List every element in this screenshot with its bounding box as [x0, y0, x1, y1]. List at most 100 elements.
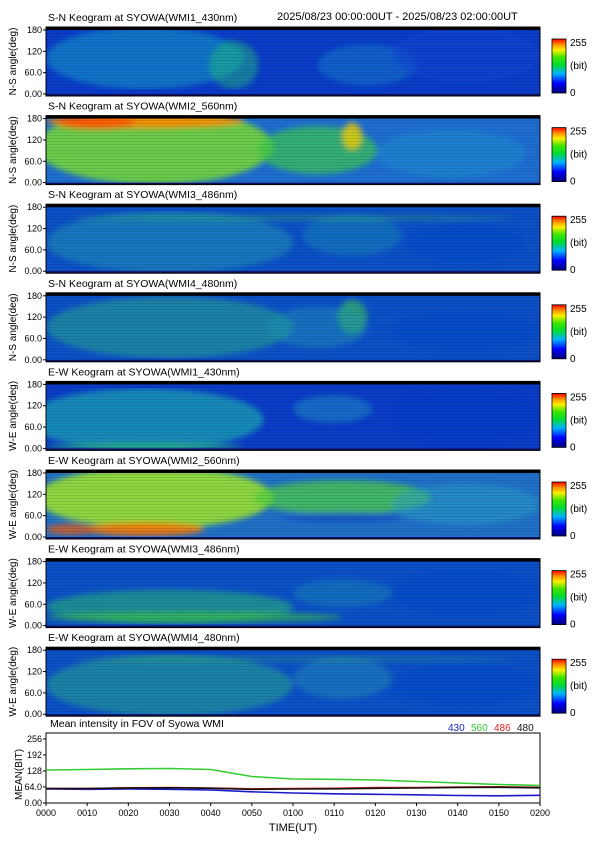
y-tick-label: 60.0: [24, 333, 42, 343]
y-tick-label: 120: [27, 401, 42, 411]
colorbar-unit: (bit): [570, 61, 587, 72]
chart-x-tick-label: 0010: [77, 808, 97, 818]
legend-entry: 480: [517, 723, 534, 734]
legend-entry: 560: [471, 723, 488, 734]
chart-title: Mean intensity in FOV of Syowa WMI: [50, 718, 224, 730]
y-tick-label: 120: [27, 578, 42, 588]
colorbar-min: 0: [570, 708, 576, 719]
y-tick-label: 180: [27, 379, 42, 389]
chart-x-tick-label: 0200: [530, 808, 550, 818]
keogram-panel: E-W Keogram at SYOWA(WMI1_430nm) 180 120 60…: [8, 366, 587, 453]
colorbar: 255 (bit) 0: [551, 304, 587, 365]
colorbar-max: 255: [570, 392, 587, 403]
y-tick-label: 180: [27, 468, 42, 478]
y-axis-label: W-E angle(deg): [8, 470, 19, 540]
y-tick-label: 60.0: [24, 245, 42, 255]
chart-x-tick-label: 0110: [324, 808, 343, 818]
keogram-panel: S-N Keogram at SYOWA(WMI2_560nm) 180 120 60…: [8, 101, 587, 188]
colorbar-max: 255: [570, 38, 587, 49]
y-axis-label: W-E angle(deg): [8, 647, 19, 717]
colorbar: 255 (bit) 0: [551, 570, 587, 631]
keogram-panel: E-W Keogram at SYOWA(WMI3_486nm) 180 120 60…: [8, 544, 587, 631]
colorbar-unit: (bit): [570, 238, 587, 249]
colorbar-max: 255: [570, 658, 587, 669]
keogram-panel: E-W Keogram at SYOWA(WMI4_480nm) 180 120 60…: [8, 632, 587, 719]
y-axis-label: W-E angle(deg): [8, 381, 19, 451]
chart-xlabel: TIME(UT): [269, 822, 317, 834]
chart-x-tick-label: 0000: [36, 808, 56, 818]
y-tick-label: 60.0: [24, 156, 42, 166]
colorbar-min: 0: [570, 531, 576, 542]
colorbar: 255 (bit) 0: [551, 38, 587, 99]
y-tick-label: 0.00: [24, 355, 42, 365]
colorbar-min: 0: [570, 354, 576, 365]
keogram-panel: E-W Keogram at SYOWA(WMI2_560nm) 180 120 60…: [8, 455, 587, 542]
colorbar-max: 255: [570, 570, 587, 581]
chart-x-tick-label: 0130: [406, 808, 426, 818]
y-axis-label: N-S angle(deg): [8, 28, 19, 96]
chart-y-tick-label: 64.0: [24, 782, 42, 792]
colorbar: 255 (bit) 0: [551, 481, 587, 542]
colorbar-unit: (bit): [570, 593, 587, 604]
colorbar-unit: (bit): [570, 415, 587, 426]
panel-title: S-N Keogram at SYOWA(WMI1_430nm): [48, 12, 237, 24]
colorbar-max: 255: [570, 481, 587, 492]
keogram-panels: S-N Keogram at SYOWA(WMI1_430nm) 180 120 60…: [8, 12, 587, 719]
y-tick-label: 0.00: [24, 532, 42, 542]
colorbar-min: 0: [570, 88, 576, 99]
chart-x-tick-label: 0030: [159, 808, 179, 818]
keogram-image: [46, 27, 540, 96]
colorbar: 255 (bit) 0: [551, 127, 587, 188]
y-tick-label: 60.0: [24, 68, 42, 78]
colorbar-min: 0: [570, 265, 576, 276]
chart-x-tick-label: 0020: [118, 808, 138, 818]
chart-ylabel: MEAN(BIT): [14, 749, 25, 800]
chart-legend: 430 560 486 480: [448, 723, 534, 734]
chart-y-tick-label: 0.00: [24, 798, 42, 808]
colorbar-max: 255: [570, 304, 587, 315]
panel-title: S-N Keogram at SYOWA(WMI2_560nm): [48, 101, 237, 113]
chart-y-tick-label: 192: [27, 750, 42, 760]
y-tick-label: 60.0: [24, 688, 42, 698]
y-tick-label: 60.0: [24, 599, 42, 609]
colorbar-max: 255: [570, 127, 587, 138]
series-line-480: [46, 786, 541, 791]
keogram-image: [46, 558, 540, 628]
y-tick-label: 120: [27, 312, 42, 322]
colorbar-unit: (bit): [570, 327, 587, 338]
y-tick-label: 60.0: [24, 422, 42, 432]
y-tick-label: 180: [27, 557, 42, 567]
y-tick-label: 0.00: [24, 443, 42, 453]
y-tick-label: 0.00: [24, 621, 42, 631]
panel-title: E-W Keogram at SYOWA(WMI4_480nm): [48, 632, 240, 644]
panel-title: E-W Keogram at SYOWA(WMI2_560nm): [48, 455, 240, 467]
chart-series-lines: [45, 767, 541, 797]
chart-x-tick-label: 0150: [489, 808, 509, 818]
colorbar-min: 0: [570, 177, 576, 188]
colorbar: 255 (bit) 0: [551, 658, 587, 719]
series-line-430: [45, 788, 541, 797]
keogram-image: [46, 115, 540, 185]
legend-entry: 486: [494, 723, 511, 734]
colorbar: 255 (bit) 0: [551, 215, 587, 276]
y-tick-label: 120: [27, 667, 42, 677]
colorbar-min: 0: [570, 620, 576, 631]
y-axis-label: N-S angle(deg): [8, 205, 19, 273]
y-axis-label: N-S angle(deg): [8, 116, 19, 184]
keogram-image: [46, 470, 540, 539]
keogram-image: [46, 381, 540, 451]
panel-title: S-N Keogram at SYOWA(WMI4_480nm): [48, 278, 237, 290]
panel-title: E-W Keogram at SYOWA(WMI1_430nm): [48, 366, 240, 378]
y-axis-label: W-E angle(deg): [8, 558, 19, 628]
y-tick-label: 180: [27, 202, 42, 212]
y-tick-label: 180: [27, 25, 42, 35]
chart-y-tick-label: 128: [27, 766, 42, 776]
colorbar-unit: (bit): [570, 504, 587, 515]
y-tick-label: 120: [27, 46, 42, 56]
chart-x-tick-label: 0120: [365, 808, 385, 818]
mean-intensity-chart: Mean intensity in FOV of Syowa WMI 430 56…: [14, 718, 550, 834]
keogram-panel: S-N Keogram at SYOWA(WMI4_480nm) 180 120 60…: [8, 278, 587, 365]
colorbar-unit: (bit): [570, 150, 587, 161]
time-range: 2025/08/23 00:00:00UT - 2025/08/23 02:00…: [277, 11, 518, 23]
